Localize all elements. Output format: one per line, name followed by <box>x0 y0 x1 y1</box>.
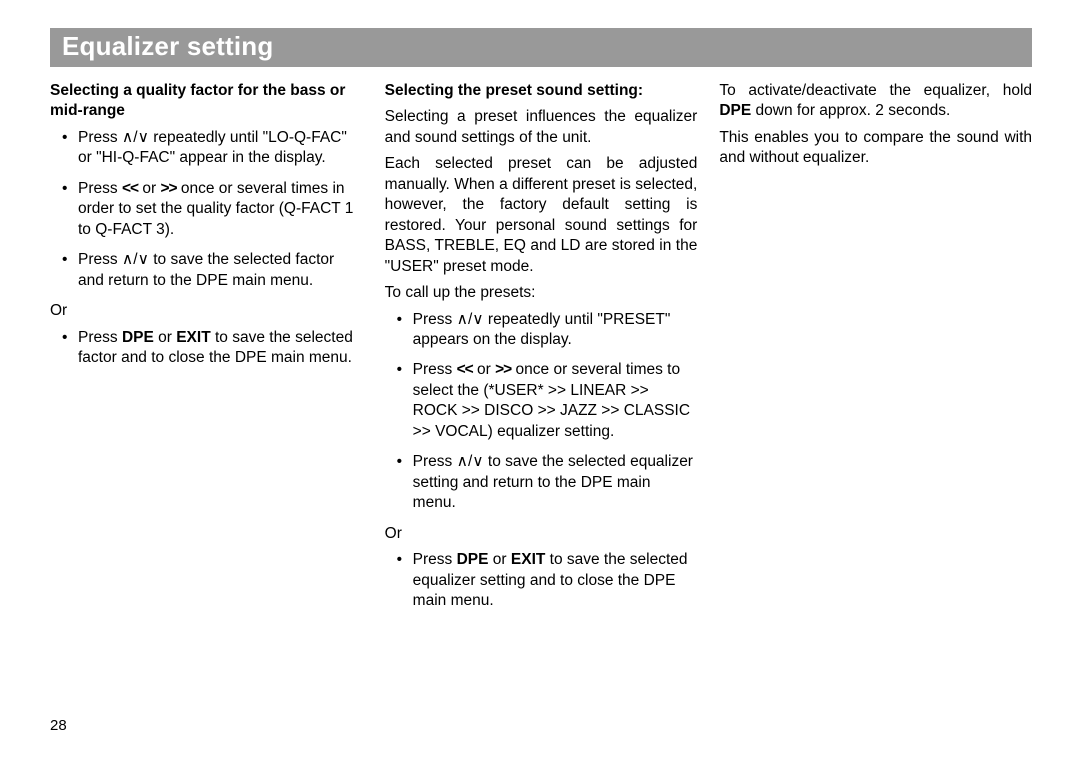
column-2: Selecting the preset sound setting: Sele… <box>385 81 698 621</box>
col3-p1: To activate/deactivate the equalizer, ho… <box>719 81 1032 122</box>
col2-p3: To call up the presets: <box>385 283 698 303</box>
list-item: Press << or >> once or several times in … <box>50 179 363 240</box>
col1-list: Press ∧/∨ repeatedly until "LO-Q-FAC" or… <box>50 128 363 291</box>
col2-subhead: Selecting the preset sound setting: <box>385 81 698 101</box>
col1-list-2: Press DPE or EXIT to save the selected f… <box>50 328 363 369</box>
column-3: To activate/deactivate the equalizer, ho… <box>719 81 1032 621</box>
col2-p1: Selecting a preset influences the equali… <box>385 107 698 148</box>
col3-p2: This enables you to compare the sound wi… <box>719 128 1032 169</box>
col2-p2: Each selected preset can be adjusted man… <box>385 154 698 277</box>
col2-list-2: Press DPE or EXIT to save the selected e… <box>385 550 698 611</box>
or-text: Or <box>50 301 363 321</box>
col1-subhead: Selecting a quality factor for the bass … <box>50 81 363 122</box>
list-item: Press DPE or EXIT to save the selected e… <box>385 550 698 611</box>
title-bar: Equalizer setting <box>50 28 1032 67</box>
content-columns: Selecting a quality factor for the bass … <box>50 81 1032 621</box>
list-item: Press << or >> once or several times to … <box>385 360 698 442</box>
column-1: Selecting a quality factor for the bass … <box>50 81 363 621</box>
or-text: Or <box>385 524 698 544</box>
page-title: Equalizer setting <box>62 31 1020 62</box>
list-item: Press ∧/∨ to save the selected factor an… <box>50 250 363 291</box>
col2-list: Press ∧/∨ repeatedly until "PRESET" appe… <box>385 310 698 514</box>
list-item: Press ∧/∨ repeatedly until "LO-Q-FAC" or… <box>50 128 363 169</box>
list-item: Press ∧/∨ repeatedly until "PRESET" appe… <box>385 310 698 351</box>
page-number: 28 <box>50 717 67 734</box>
list-item: Press ∧/∨ to save the selected equalizer… <box>385 452 698 513</box>
list-item: Press DPE or EXIT to save the selected f… <box>50 328 363 369</box>
